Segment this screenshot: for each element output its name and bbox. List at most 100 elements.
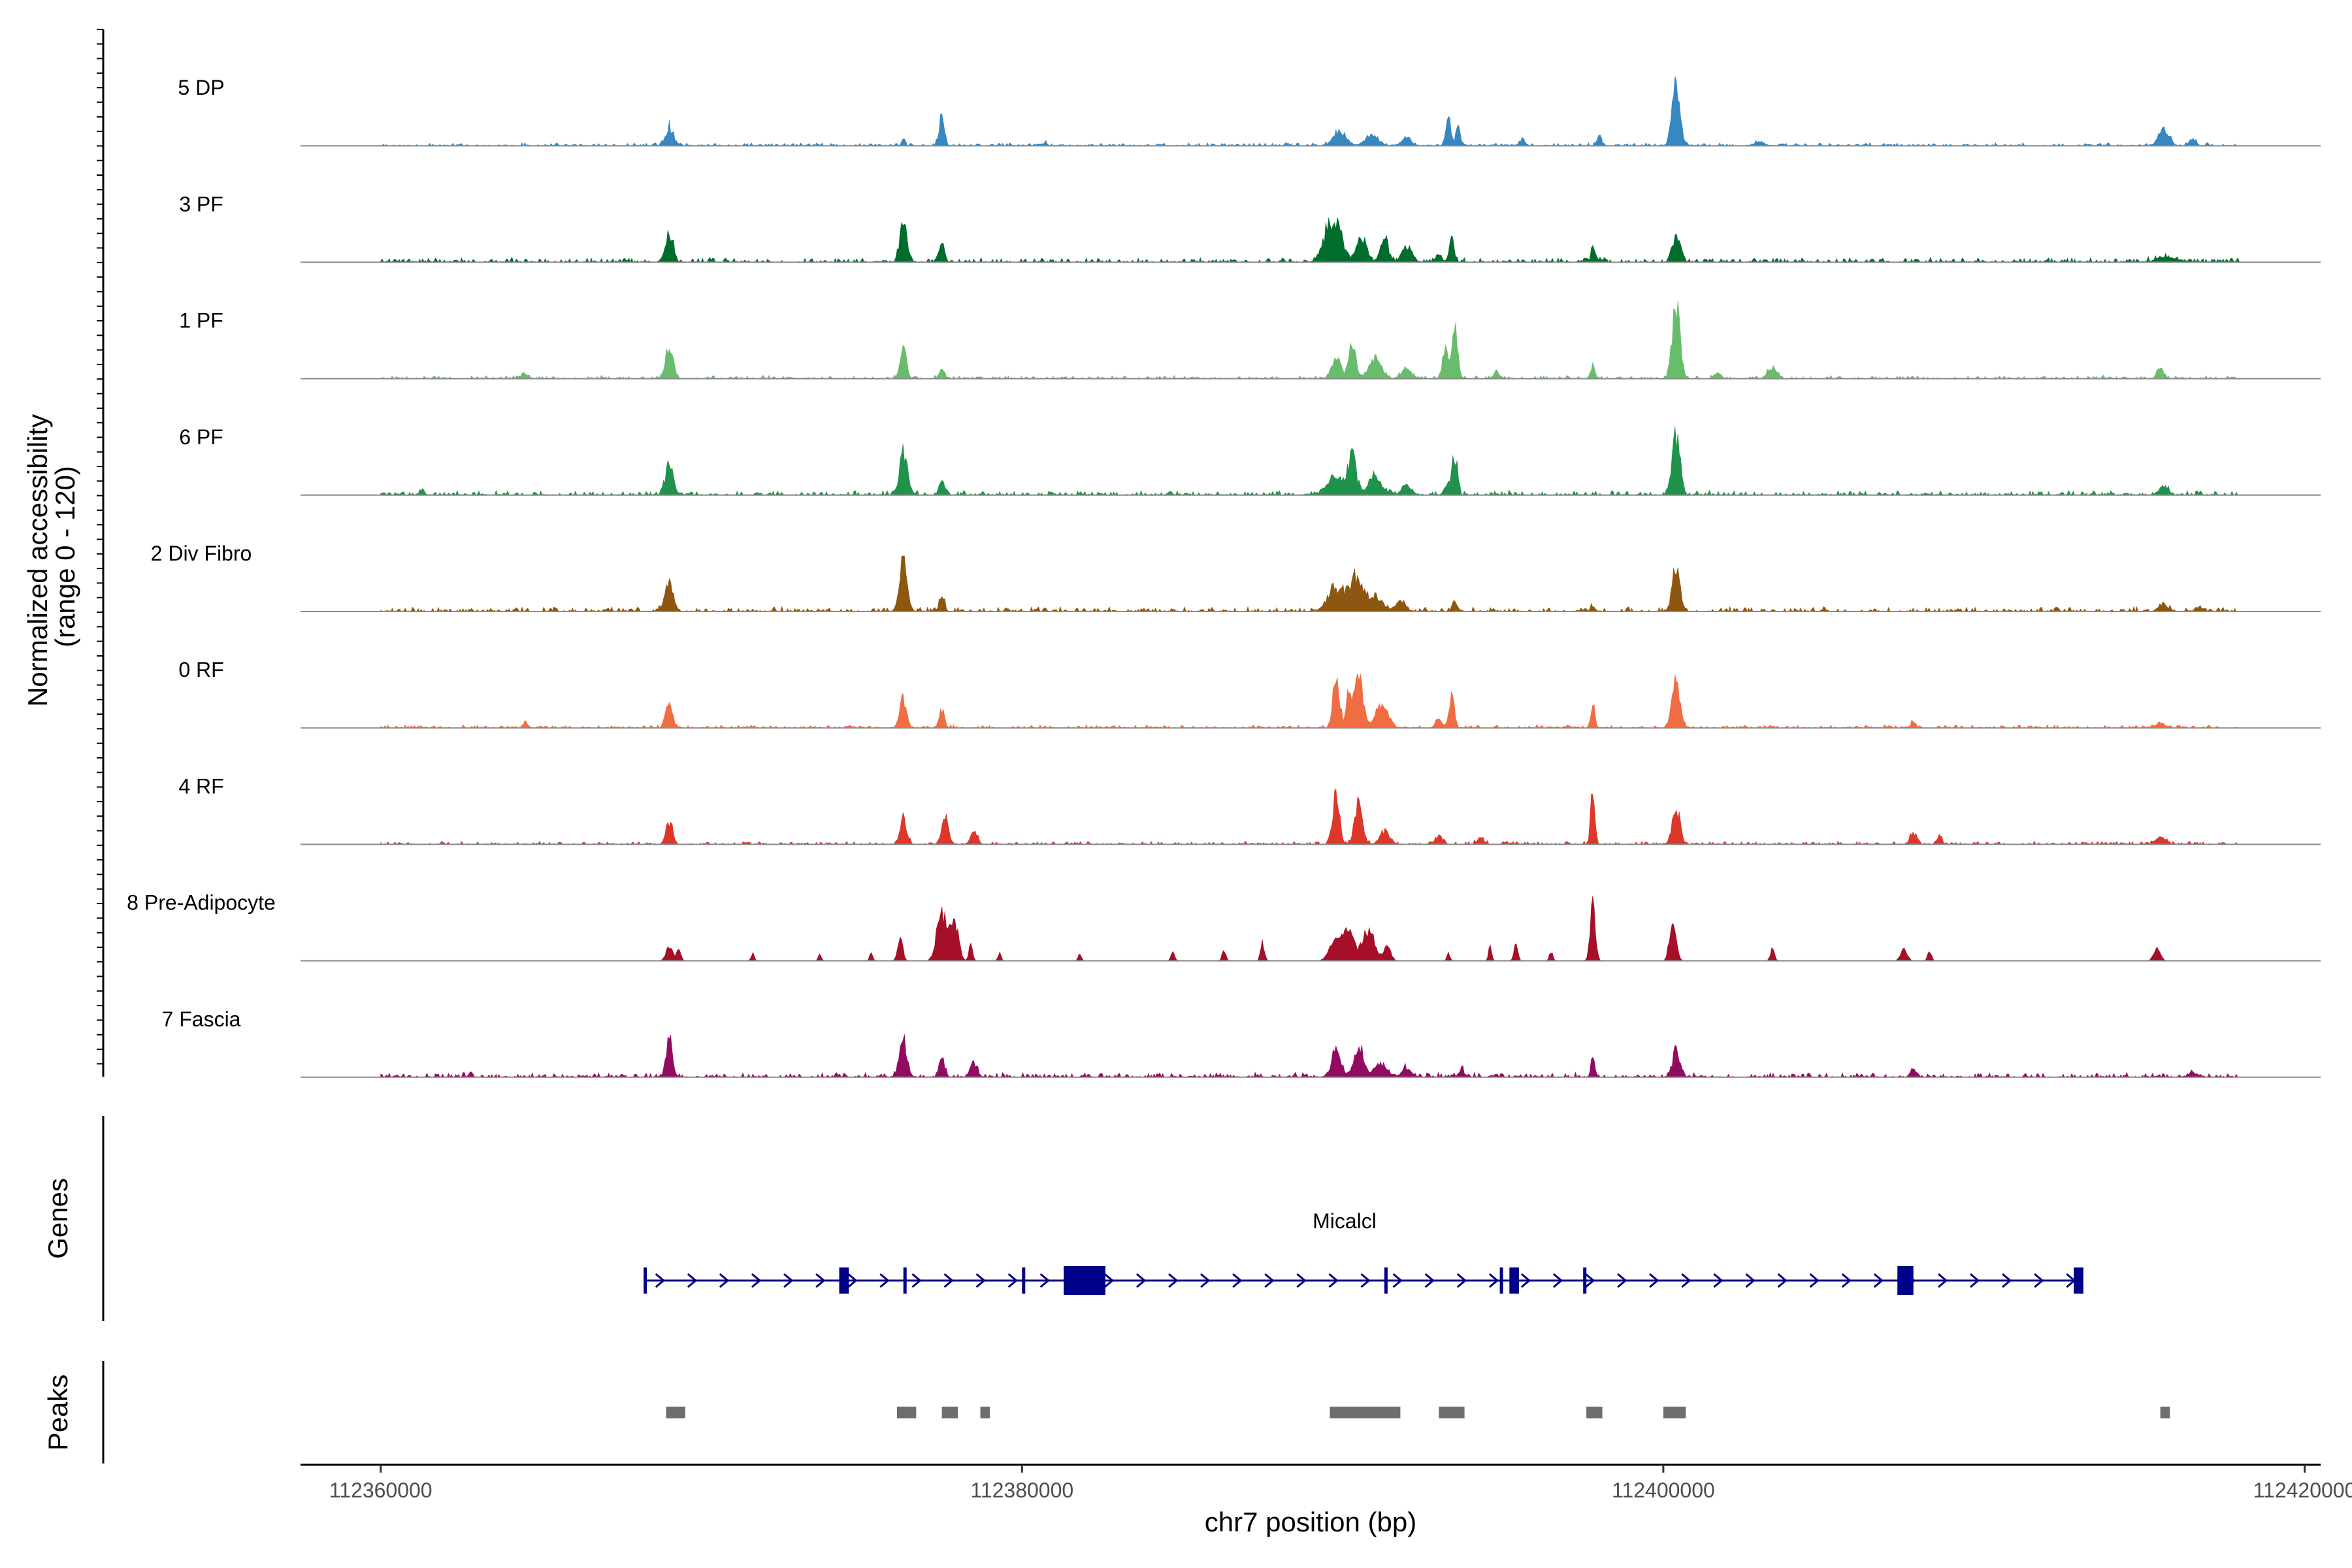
x-axis-title: chr7 position (bp)	[1205, 1507, 1417, 1537]
strand-arrow	[1039, 1273, 1050, 1288]
coverage-area	[380, 673, 2241, 728]
x-axis: 112360000 112380000 112400000 112420000 chr…	[301, 1463, 2352, 1537]
peak-region	[980, 1407, 990, 1418]
strand-arrow	[1809, 1273, 1820, 1288]
strand-arrow	[943, 1273, 954, 1288]
strand-arrow	[1681, 1273, 1691, 1288]
coverage-tracks: 5 DP 3 PF 1 PF 6 PF 2 Div Fibro 0 RF 4 RF 8 Pre…	[127, 76, 2321, 1078]
x-tick-label: 112360000	[329, 1478, 433, 1502]
peak-region	[2160, 1407, 2170, 1418]
strand-arrow	[1135, 1273, 1147, 1288]
strand-arrow	[879, 1273, 890, 1288]
peak-region	[1586, 1407, 1603, 1418]
gene-model	[644, 1266, 2083, 1295]
gene-exon	[2074, 1267, 2083, 1294]
track-2: 1 PF	[179, 301, 2321, 380]
strand-arrow	[911, 1273, 922, 1288]
x-tick-label: 112400000	[1612, 1478, 1715, 1502]
strand-arrow	[847, 1273, 858, 1288]
gene-exon	[1583, 1267, 1587, 1294]
gene-exon	[1022, 1267, 1026, 1294]
coverage-y-axis-title: Normalized accessibility (range 0 - 120)	[22, 406, 80, 707]
strand-arrow	[783, 1273, 794, 1288]
strand-arrow	[1456, 1273, 1467, 1288]
track-label: 3 PF	[179, 192, 223, 216]
strand-arrow	[1777, 1273, 1788, 1288]
strand-arrow	[1617, 1273, 1627, 1288]
peak-region	[941, 1407, 958, 1418]
y-title-line-1: Normalized accessibility	[22, 414, 53, 707]
track-0: 5 DP	[178, 76, 2321, 147]
peaks-panel-title: Peaks	[42, 1375, 73, 1451]
strand-arrow	[1424, 1273, 1435, 1288]
strand-arrow	[1649, 1273, 1659, 1288]
peak-region	[1663, 1407, 1686, 1418]
track-5: 0 RF	[178, 658, 2321, 729]
strand-arrow	[655, 1273, 666, 1288]
track-label: 6 PF	[179, 425, 223, 449]
strand-arrow	[1969, 1273, 1980, 1288]
coverage-area	[380, 896, 2241, 961]
peak-regions	[666, 1407, 2170, 1418]
gene-exon	[903, 1267, 907, 1294]
peak-region	[1330, 1407, 1401, 1418]
coverage-y-ticks	[97, 29, 103, 1065]
track-4: 2 Div Fibro	[151, 542, 2321, 613]
strand-arrow	[1585, 1273, 1595, 1288]
strand-arrow	[1873, 1273, 1884, 1288]
strand-arrow	[1328, 1273, 1339, 1288]
x-tick-label: 112380000	[970, 1478, 1073, 1502]
coverage-panel: Normalized accessibility (range 0 - 120)…	[22, 29, 2321, 1078]
gene-exon	[1509, 1267, 1519, 1294]
strand-arrow	[1296, 1273, 1307, 1288]
strand-arrow	[1103, 1273, 1115, 1288]
y-title-line-2: (range 0 - 120)	[50, 466, 80, 647]
strand-arrow	[1937, 1273, 1948, 1288]
coverage-area	[380, 426, 2241, 496]
gene-exon	[1064, 1266, 1105, 1295]
strand-arrow	[687, 1273, 698, 1288]
strand-arrow	[1360, 1273, 1371, 1288]
strand-arrow	[2002, 1273, 2012, 1288]
strand-arrow	[975, 1273, 986, 1288]
track-label: 1 PF	[179, 309, 223, 333]
strand-arrow	[1841, 1273, 1852, 1288]
coverage-area	[380, 788, 2241, 845]
peaks-panel: Peaks	[42, 1361, 2170, 1463]
coverage-area	[380, 1034, 2241, 1078]
track-label: 8 Pre-Adipocyte	[127, 891, 276, 915]
strand-arrow	[1488, 1273, 1499, 1288]
gene-exon	[1384, 1267, 1388, 1294]
peak-region	[896, 1407, 917, 1418]
track-6: 4 RF	[178, 774, 2321, 845]
gene-label: Micalcl	[1313, 1209, 1377, 1233]
strand-arrow	[751, 1273, 762, 1288]
coverage-area	[380, 301, 2241, 380]
strand-arrow	[1745, 1273, 1756, 1288]
gene-exon	[644, 1267, 647, 1294]
track-1: 3 PF	[179, 192, 2321, 263]
x-axis-ticks: 112360000 112380000 112400000 112420000	[329, 1465, 2352, 1502]
coverage-area	[380, 555, 2241, 613]
strand-arrow	[719, 1273, 730, 1288]
coverage-area	[380, 76, 2241, 146]
strand-arrow	[1200, 1273, 1211, 1288]
strand-arrow	[1520, 1273, 1531, 1288]
gene-exon	[839, 1267, 849, 1294]
strand-arrow	[1713, 1273, 1723, 1288]
track-label: 0 RF	[178, 658, 223, 681]
genes-panel: Genes Micalcl	[42, 1116, 2083, 1321]
x-tick-label: 112420000	[2253, 1478, 2352, 1502]
track-7: 8 Pre-Adipocyte	[127, 891, 2321, 962]
track-label: 5 DP	[178, 76, 224, 99]
track-label: 4 RF	[178, 774, 223, 798]
strand-arrow	[1552, 1273, 1563, 1288]
strand-arrow	[1264, 1273, 1275, 1288]
peak-region	[666, 1407, 685, 1418]
strand-arrow	[1392, 1273, 1403, 1288]
strand-arrow	[1232, 1273, 1243, 1288]
track-8: 7 Fascia	[162, 1007, 2321, 1078]
genes-panel-title: Genes	[42, 1178, 73, 1259]
peak-region	[1439, 1407, 1465, 1418]
strand-arrow	[2034, 1273, 2044, 1288]
